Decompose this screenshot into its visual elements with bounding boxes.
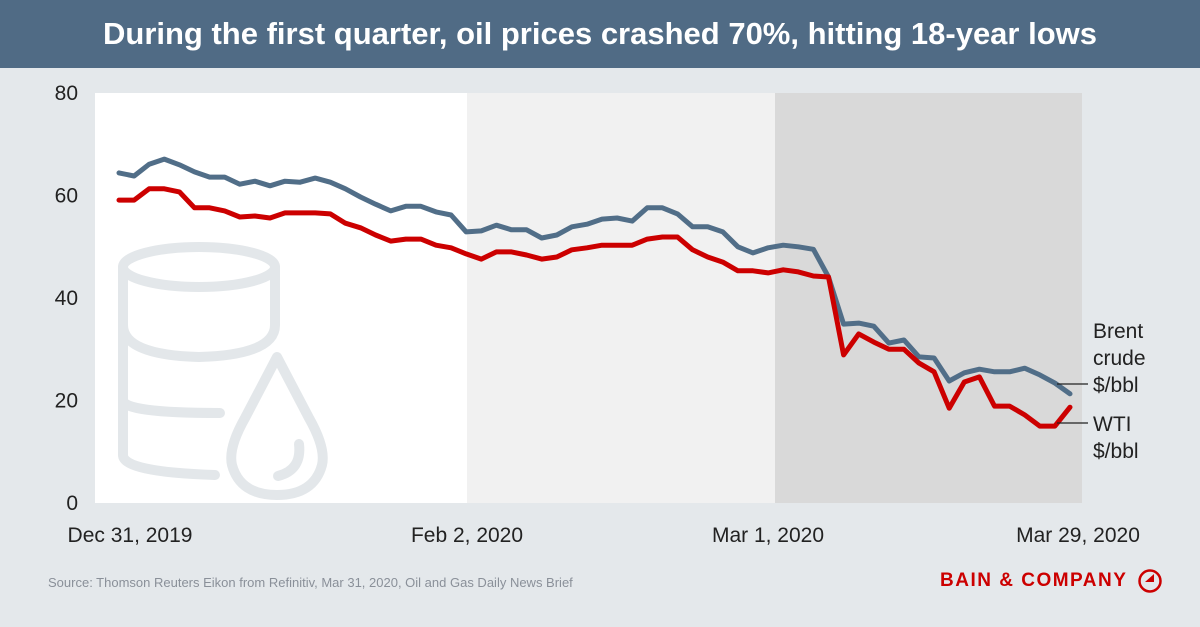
band-march xyxy=(775,93,1082,503)
x-tick-label: Mar 1, 2020 xyxy=(712,524,824,547)
wti-series-label: WTI xyxy=(1093,413,1131,436)
y-tick-label: 80 xyxy=(55,82,78,105)
oil-drop-icon xyxy=(226,352,328,500)
x-tick-label: Mar 29, 2020 xyxy=(1016,524,1140,547)
source-note: Source: Thomson Reuters Eikon from Refin… xyxy=(48,575,573,590)
oil-barrel-icon xyxy=(118,242,280,480)
band-february xyxy=(467,93,775,503)
band-january xyxy=(95,93,467,503)
chart-title-bar: During the first quarter, oil prices cra… xyxy=(0,0,1200,68)
x-tick-label: Dec 31, 2019 xyxy=(68,524,193,547)
bain-logo: BAIN & COMPANY xyxy=(940,568,1163,594)
y-tick-label: 0 xyxy=(66,492,78,515)
brent-line xyxy=(116,156,1073,397)
chart-title: During the first quarter, oil prices cra… xyxy=(103,16,1097,51)
wti-series-label: $/bbl xyxy=(1093,440,1139,463)
brent-series-label: Brent xyxy=(1093,320,1143,343)
x-tick-label: Feb 2, 2020 xyxy=(411,524,523,547)
brent-series-label: crude xyxy=(1093,347,1146,370)
y-tick-label: 40 xyxy=(55,287,78,310)
bain-logo-icon xyxy=(1138,569,1163,593)
brent-series-label: $/bbl xyxy=(1093,374,1139,397)
wti-line xyxy=(116,186,1073,429)
y-tick-label: 60 xyxy=(55,185,78,208)
y-tick-label: 20 xyxy=(55,390,78,413)
logo-text: BAIN & COMPANY xyxy=(940,570,1128,591)
